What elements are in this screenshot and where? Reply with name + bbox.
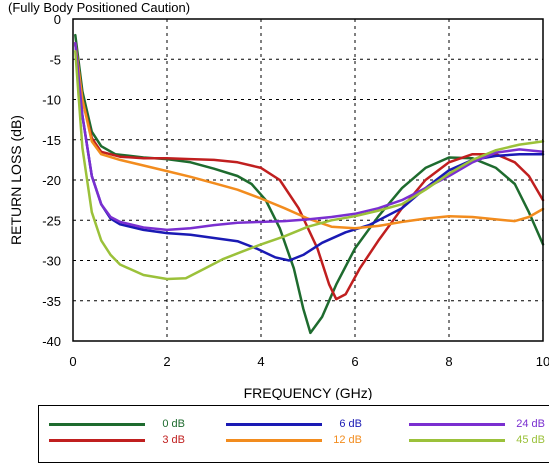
series-line-24db [74, 41, 545, 232]
x-axis-label: FREQUENCY (GHz) [244, 385, 373, 400]
legend-label: 12 dB [333, 434, 362, 446]
series-line-3db [74, 41, 545, 301]
y-axis-label: RETURN LOSS (dB) [8, 115, 24, 245]
legend-label: 24 dB [516, 418, 545, 430]
legend-swatch [49, 439, 145, 442]
x-tick-label: 8 [445, 354, 452, 369]
y-tick-label: -35 [42, 294, 61, 309]
y-tick-label: -30 [42, 254, 61, 269]
x-tick-label: 6 [351, 354, 358, 369]
x-tick-label: 10 [536, 354, 549, 369]
legend-swatch [409, 439, 505, 442]
y-tick-label: -25 [42, 213, 61, 228]
series-line-6db [74, 41, 545, 262]
grid-lines [73, 19, 543, 341]
plot-frame [72, 18, 544, 342]
legend-swatch [226, 439, 322, 442]
legend-label: 6 dB [339, 418, 362, 430]
legend-swatch [226, 423, 322, 426]
x-tick-labels: 0 2 4 6 8 10 [69, 354, 549, 369]
y-tick-label: -20 [42, 173, 61, 188]
y-tick-label: -5 [49, 52, 61, 67]
legend-label: 0 dB [162, 418, 185, 430]
x-tick-label: 4 [257, 354, 264, 369]
series-line-45db [74, 49, 545, 281]
x-tick-label: 2 [163, 354, 170, 369]
x-tick-label: 0 [69, 354, 76, 369]
legend-label: 3 dB [162, 434, 185, 446]
y-tick-label: -40 [42, 334, 61, 349]
chart-caption: (Fully Body Positioned Caution) [8, 0, 191, 15]
series-line-0db [74, 33, 545, 335]
y-tick-label: -10 [42, 93, 61, 108]
legend-swatch [409, 423, 505, 426]
return-loss-chart: 0 2 4 6 8 10 0 -5 -10 -15 -20 -25 -30 -35 -40 FREQUEN… [8, 12, 549, 400]
series-lines [74, 33, 545, 335]
legend-label: 45 dB [516, 434, 545, 446]
y-tick-labels: 0 -5 -10 -15 -20 -25 -30 -35 -40 [42, 12, 61, 349]
y-tick-label: 0 [54, 12, 61, 27]
legend: 0 dB 6 dB 24 dB 3 dB 12 dB 45 dB [38, 405, 549, 463]
legend-swatch [49, 423, 145, 426]
y-tick-label: -15 [42, 133, 61, 148]
series-line-12db [74, 41, 545, 230]
